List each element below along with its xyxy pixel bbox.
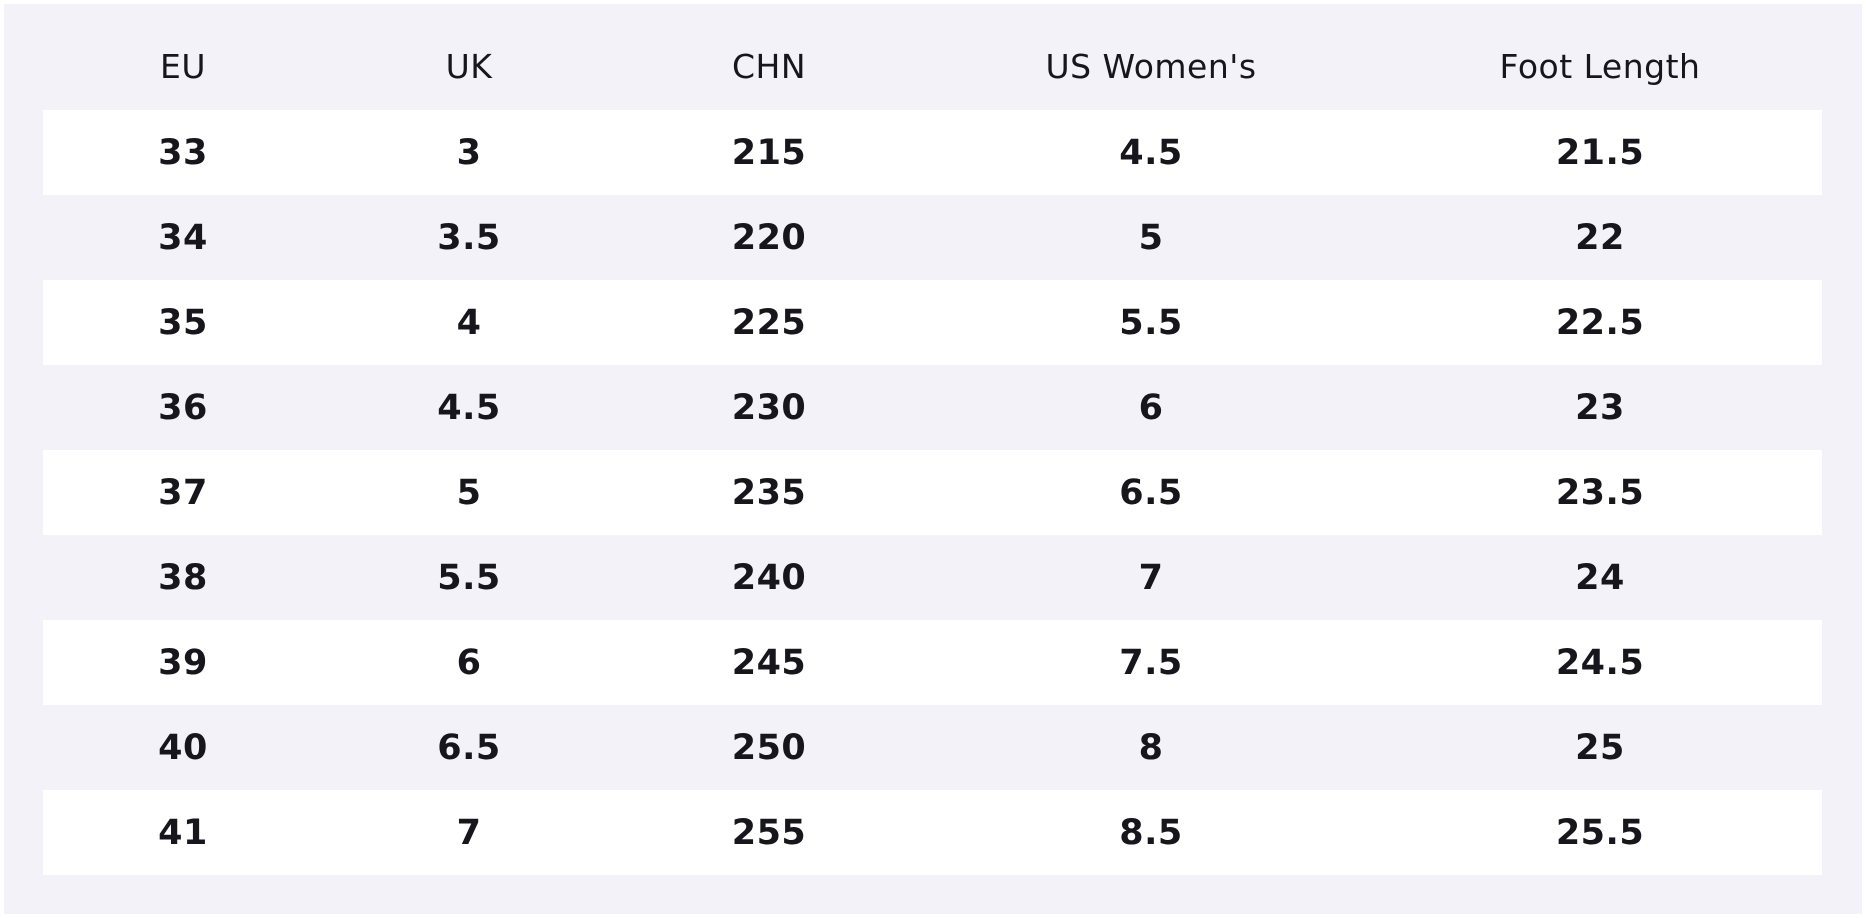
- table-cell: 23.5: [1555, 472, 1645, 513]
- table-row: 37 5 235 6.5 23.5: [43, 450, 1822, 535]
- table-cell: 7.5: [1119, 642, 1183, 683]
- table-cell: 21.5: [1555, 132, 1645, 173]
- column-header: EU: [159, 47, 206, 86]
- table-cell: 8: [1138, 727, 1164, 768]
- table-cell: 25: [1575, 727, 1625, 768]
- table-cell: 36: [158, 387, 208, 428]
- table-row: 40 6.5 250 8 25: [43, 705, 1822, 790]
- table-cell: 6.5: [437, 727, 501, 768]
- table-cell: 5: [456, 472, 482, 513]
- table-cell: 5.5: [437, 557, 501, 598]
- table-row: 36 4.5 230 6 23: [43, 365, 1822, 450]
- table-cell: 250: [731, 727, 807, 768]
- table-cell: 3: [456, 132, 482, 173]
- table-row: 38 5.5 240 7 24: [43, 535, 1822, 620]
- table-cell: 33: [158, 132, 208, 173]
- table-cell: 37: [158, 472, 208, 513]
- size-table: EU UK CHN US Women's Foot Length 33 3 215 4.5 21.…: [4, 4, 1862, 914]
- table-cell: 4.5: [1119, 132, 1183, 173]
- table-cell: 40: [158, 727, 208, 768]
- table-row: 41 7 255 8.5 25.5: [43, 790, 1822, 875]
- table-cell: 5: [1138, 217, 1164, 258]
- table-cell: 4.5: [437, 387, 501, 428]
- table-row: 35 4 225 5.5 22.5: [43, 280, 1822, 365]
- table-cell: 6: [456, 642, 482, 683]
- table-cell: 38: [158, 557, 208, 598]
- table-cell: 24: [1575, 557, 1625, 598]
- table-cell: 25.5: [1555, 812, 1645, 853]
- header-row: EU UK CHN US Women's Foot Length: [43, 24, 1822, 109]
- table-cell: 240: [731, 557, 807, 598]
- column-header: UK: [445, 47, 493, 86]
- table-cell: 245: [731, 642, 807, 683]
- table-cell: 225: [731, 302, 807, 343]
- table-cell: 6.5: [1119, 472, 1183, 513]
- table-cell: 220: [731, 217, 807, 258]
- table-cell: 5.5: [1119, 302, 1183, 343]
- table-cell: 34: [158, 217, 208, 258]
- table-row: 39 6 245 7.5 24.5: [43, 620, 1822, 705]
- table-cell: 23: [1575, 387, 1625, 428]
- table-cell: 39: [158, 642, 208, 683]
- column-header: Foot Length: [1499, 47, 1701, 86]
- table-cell: 8.5: [1119, 812, 1183, 853]
- table-cell: 7: [456, 812, 482, 853]
- table-row: 33 3 215 4.5 21.5: [43, 110, 1822, 195]
- table-cell: 255: [731, 812, 807, 853]
- table-cell: 230: [731, 387, 807, 428]
- table-cell: 4: [456, 302, 482, 343]
- table-cell: 41: [158, 812, 208, 853]
- column-header: US Women's: [1045, 47, 1257, 86]
- column-header: CHN: [731, 47, 807, 86]
- table-cell: 35: [158, 302, 208, 343]
- table-cell: 22: [1575, 217, 1625, 258]
- table-cell: 7: [1138, 557, 1164, 598]
- table-cell: 24.5: [1555, 642, 1645, 683]
- table-cell: 235: [731, 472, 807, 513]
- table-cell: 6: [1138, 387, 1164, 428]
- table-row: 34 3.5 220 5 22: [43, 195, 1822, 280]
- table-cell: 3.5: [437, 217, 501, 258]
- table-cell: 215: [731, 132, 807, 173]
- table-cell: 22.5: [1555, 302, 1645, 343]
